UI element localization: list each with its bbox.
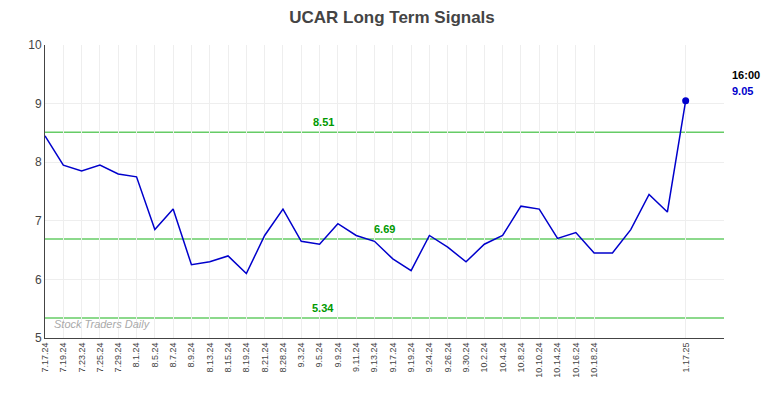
svg-text:8.19.24: 8.19.24 [241,343,251,373]
svg-text:16:00: 16:00 [732,69,760,81]
svg-text:5.34: 5.34 [312,302,334,314]
svg-text:9.5.24: 9.5.24 [315,343,325,368]
svg-text:7: 7 [35,214,42,228]
svg-text:Stock Traders Daily: Stock Traders Daily [54,318,151,330]
svg-text:9.05: 9.05 [732,85,753,97]
svg-text:10.18.24: 10.18.24 [589,343,599,378]
svg-text:9.9.24: 9.9.24 [333,343,343,368]
svg-text:10.4.24: 10.4.24 [498,343,508,373]
svg-text:9.19.24: 9.19.24 [406,343,416,373]
svg-text:8.5.24: 8.5.24 [150,343,160,368]
svg-text:9.11.24: 9.11.24 [351,343,361,372]
svg-text:10: 10 [28,38,42,52]
svg-text:8.1.24: 8.1.24 [131,343,141,368]
svg-text:8.28.24: 8.28.24 [278,343,288,373]
svg-text:6.69: 6.69 [374,223,395,235]
svg-text:9.24.24: 9.24.24 [424,343,434,373]
svg-text:7.17.24: 7.17.24 [40,343,50,373]
svg-text:6: 6 [35,273,42,287]
svg-text:8.9.24: 8.9.24 [186,343,196,368]
svg-text:9.26.24: 9.26.24 [443,343,453,373]
svg-text:9.30.24: 9.30.24 [461,343,471,373]
svg-text:8: 8 [35,155,42,169]
svg-text:8.51: 8.51 [313,116,334,128]
svg-text:7.29.24: 7.29.24 [113,343,123,373]
svg-text:10.16.24: 10.16.24 [571,343,581,378]
svg-text:5: 5 [35,331,42,345]
svg-text:8.21.24: 8.21.24 [260,343,270,373]
svg-text:9.3.24: 9.3.24 [296,343,306,368]
svg-text:UCAR Long Term Signals: UCAR Long Term Signals [289,8,495,27]
svg-text:10.14.24: 10.14.24 [552,343,562,378]
svg-text:7.25.24: 7.25.24 [95,343,105,373]
svg-text:9: 9 [35,97,42,111]
svg-text:8.15.24: 8.15.24 [223,343,233,373]
svg-text:10.2.24: 10.2.24 [479,343,489,373]
svg-text:8.7.24: 8.7.24 [168,343,178,368]
svg-text:7.23.24: 7.23.24 [77,343,87,373]
svg-text:10.10.24: 10.10.24 [534,343,544,378]
svg-text:1.17.25: 1.17.25 [681,343,691,373]
svg-text:9.13.24: 9.13.24 [369,343,379,373]
svg-text:9.17.24: 9.17.24 [388,343,398,373]
svg-text:7.19.24: 7.19.24 [58,343,68,373]
svg-text:8.13.24: 8.13.24 [205,343,215,373]
svg-text:10.8.24: 10.8.24 [516,343,526,373]
